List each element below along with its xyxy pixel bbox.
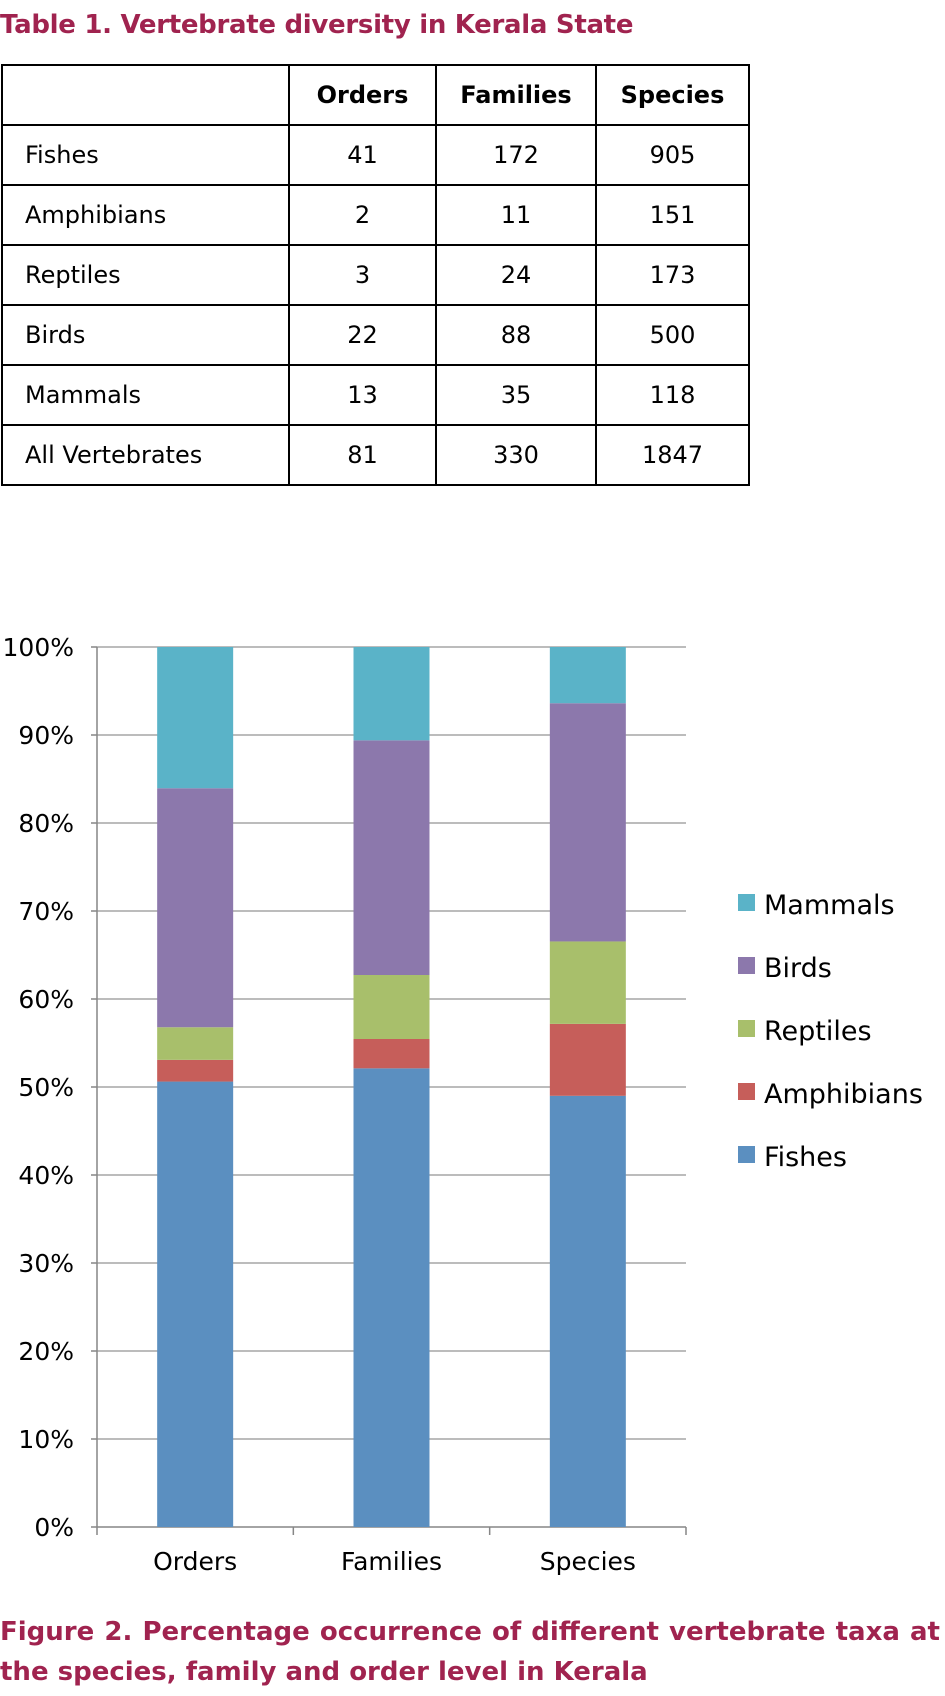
x-tick-label: Families: [341, 1547, 442, 1576]
bar-segment-amphibians: [353, 1039, 430, 1069]
table-cell-name: Reptiles: [1, 244, 290, 306]
table-cell: 88: [435, 304, 597, 366]
legend-swatch: [738, 1083, 755, 1100]
table-header-row: Orders Families Species: [1, 64, 750, 126]
table-cell: 81: [288, 424, 437, 486]
table-row: Mammals 13 35 118: [1, 364, 750, 426]
legend-swatch: [738, 957, 755, 974]
table-cell-name: All Vertebrates: [1, 424, 290, 486]
y-tick-label: 90%: [18, 721, 74, 750]
bar-segment-mammals: [353, 647, 430, 741]
bar-segment-birds: [353, 740, 430, 975]
bar-segment-fishes: [549, 1095, 626, 1527]
table-row: Birds 22 88 500: [1, 304, 750, 366]
table-cell: 905: [595, 124, 750, 186]
table-cell: 2: [288, 184, 437, 246]
table-cell: 3: [288, 244, 437, 306]
table-row: Fishes 41 172 905: [1, 124, 750, 186]
bar-segment-mammals: [549, 647, 626, 704]
y-tick-label: 70%: [18, 897, 74, 926]
table-header-species: Species: [595, 64, 750, 126]
stacked-bar-chart: 0% 10% 20% 30% 40% 50% 60% 70% 80% 90% 100% Orders F…: [3, 633, 923, 1576]
x-tick-label: Orders: [153, 1547, 237, 1576]
figure-caption: Figure 2. Percentage occurrence of diffe…: [0, 1617, 940, 1687]
y-tick-label: 100%: [3, 633, 74, 662]
bar-segment-birds: [157, 788, 234, 1028]
x-tick-label: Species: [540, 1547, 636, 1576]
y-tick-label: 20%: [18, 1337, 74, 1366]
y-tick-label: 40%: [18, 1161, 74, 1190]
table-cell: 24: [435, 244, 597, 306]
legend-label: Amphibians: [764, 1079, 923, 1110]
bar-segment-birds: [549, 703, 626, 942]
bar-segment-mammals: [157, 647, 234, 789]
bar-segment-reptiles: [157, 1027, 234, 1060]
y-tick-label: 50%: [18, 1073, 74, 1102]
legend-label: Reptiles: [764, 1016, 872, 1047]
vertebrate-table: Orders Families Species Fishes 41 172 90…: [1, 64, 750, 486]
table-cell: 11: [435, 184, 597, 246]
table-row: Reptiles 3 24 173: [1, 244, 750, 306]
bar-segment-amphibians: [549, 1023, 626, 1096]
bar-segment-reptiles: [353, 975, 430, 1039]
table-cell: 500: [595, 304, 750, 366]
table-cell: 1847: [595, 424, 750, 486]
legend-label: Fishes: [764, 1142, 847, 1173]
bar-segment-reptiles: [549, 941, 626, 1024]
y-tick-label: 30%: [18, 1249, 74, 1278]
legend-swatch: [738, 894, 755, 911]
table-title: Table 1. Vertebrate diversity in Kerala …: [0, 10, 634, 40]
legend-label: Mammals: [764, 890, 895, 921]
table-header-cell: [1, 64, 290, 126]
y-tick-label: 60%: [18, 985, 74, 1014]
y-tick-label: 0%: [34, 1513, 74, 1542]
table-cell: 172: [435, 124, 597, 186]
legend-label: Birds: [764, 953, 832, 984]
table-cell: 173: [595, 244, 750, 306]
table-cell: 22: [288, 304, 437, 366]
table-cell-name: Birds: [1, 304, 290, 366]
table-row: Amphibians 2 11 151: [1, 184, 750, 246]
table-cell-name: Mammals: [1, 364, 290, 426]
bar-segment-fishes: [157, 1081, 234, 1527]
table-cell-name: Fishes: [1, 124, 290, 186]
table-cell: 35: [435, 364, 597, 426]
table-header-families: Families: [435, 64, 597, 126]
bar-segment-fishes: [353, 1068, 430, 1527]
table-cell-name: Amphibians: [1, 184, 290, 246]
legend-swatch: [738, 1146, 755, 1163]
bar-segment-amphibians: [157, 1059, 234, 1082]
table-cell: 151: [595, 184, 750, 246]
table-cell: 13: [288, 364, 437, 426]
legend-swatch: [738, 1020, 755, 1037]
y-tick-label: 10%: [18, 1425, 74, 1454]
table-header-orders: Orders: [288, 64, 437, 126]
table-cell: 41: [288, 124, 437, 186]
table-row: All Vertebrates 81 330 1847: [1, 424, 750, 486]
table-cell: 118: [595, 364, 750, 426]
table-cell: 330: [435, 424, 597, 486]
y-tick-label: 80%: [18, 809, 74, 838]
